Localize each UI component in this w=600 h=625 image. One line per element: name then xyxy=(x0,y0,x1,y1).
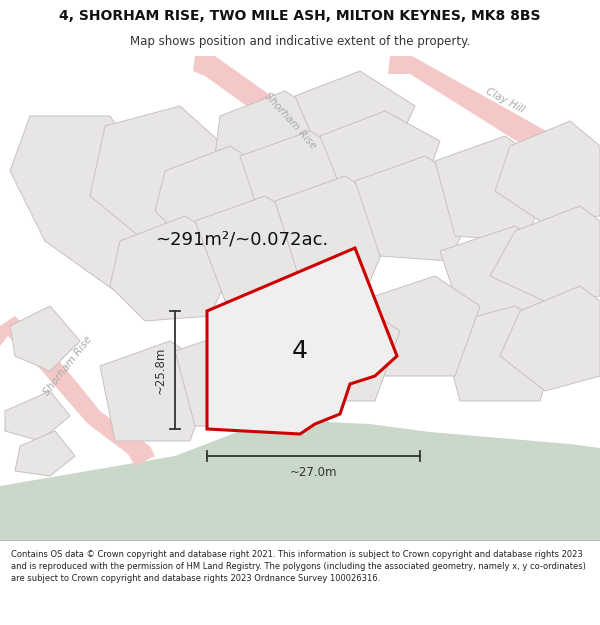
Text: Map shows position and indicative extent of the property.: Map shows position and indicative extent… xyxy=(130,36,470,49)
Polygon shape xyxy=(5,391,70,441)
Polygon shape xyxy=(280,301,400,401)
Polygon shape xyxy=(355,156,480,261)
Polygon shape xyxy=(275,176,400,281)
Polygon shape xyxy=(100,341,215,441)
Polygon shape xyxy=(90,106,230,241)
Text: ~27.0m: ~27.0m xyxy=(290,466,337,479)
Polygon shape xyxy=(360,276,480,376)
Polygon shape xyxy=(500,286,600,391)
Text: Contains OS data © Crown copyright and database right 2021. This information is : Contains OS data © Crown copyright and d… xyxy=(11,550,586,582)
Polygon shape xyxy=(320,111,440,211)
Polygon shape xyxy=(195,196,320,301)
Polygon shape xyxy=(490,206,600,306)
Polygon shape xyxy=(388,56,600,181)
Text: ~25.8m: ~25.8m xyxy=(154,346,167,394)
Polygon shape xyxy=(435,136,555,241)
Polygon shape xyxy=(10,306,80,371)
Polygon shape xyxy=(215,91,340,186)
Text: 4: 4 xyxy=(292,339,308,363)
Polygon shape xyxy=(495,121,600,221)
Text: ~291m²/~0.072ac.: ~291m²/~0.072ac. xyxy=(155,230,328,248)
Polygon shape xyxy=(15,431,75,476)
Polygon shape xyxy=(175,326,295,426)
Polygon shape xyxy=(440,226,560,326)
Polygon shape xyxy=(10,116,160,291)
Polygon shape xyxy=(207,248,397,434)
Polygon shape xyxy=(0,316,155,466)
Text: Shorham Rise: Shorham Rise xyxy=(262,91,318,151)
Polygon shape xyxy=(240,131,365,231)
Text: Shorham Rise: Shorham Rise xyxy=(42,334,94,398)
Text: Clay Hill: Clay Hill xyxy=(484,87,526,116)
Text: 4, SHORHAM RISE, TWO MILE ASH, MILTON KEYNES, MK8 8BS: 4, SHORHAM RISE, TWO MILE ASH, MILTON KE… xyxy=(59,9,541,22)
Polygon shape xyxy=(193,56,420,204)
Polygon shape xyxy=(440,306,560,401)
Polygon shape xyxy=(295,71,415,171)
Polygon shape xyxy=(155,146,285,246)
Polygon shape xyxy=(0,421,600,540)
Polygon shape xyxy=(110,216,240,321)
